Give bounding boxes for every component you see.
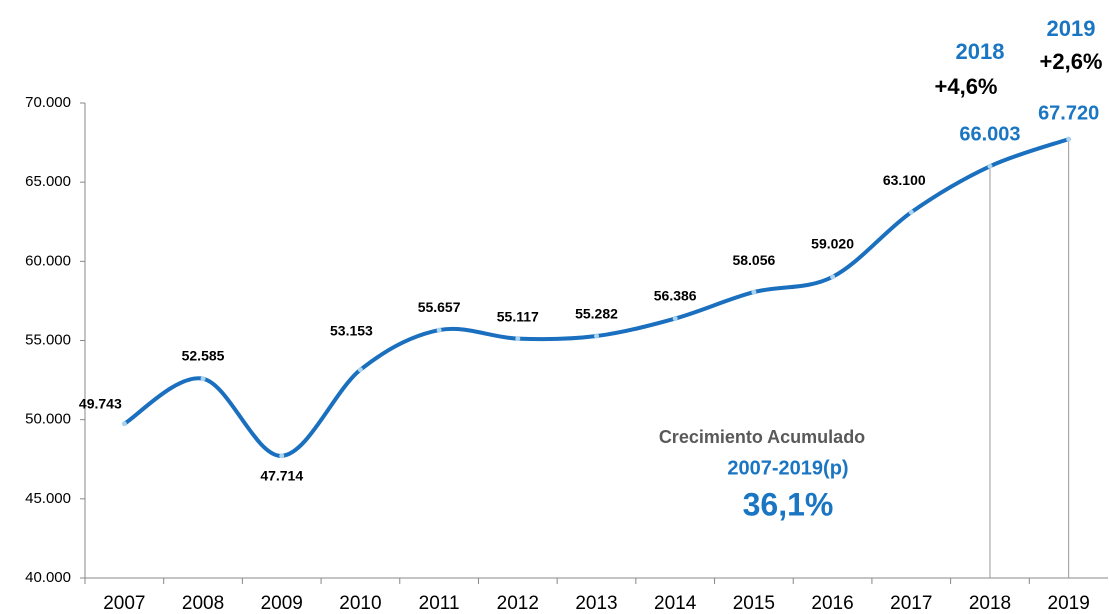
y-tick-label: 45.000 [25,490,71,507]
value-label: 52.585 [182,347,225,363]
x-tick-label: 2016 [811,593,853,614]
y-tick-label: 55.000 [25,331,71,348]
x-tick-label: 2010 [339,593,381,614]
x-tick-label: 2018 [969,593,1011,614]
point [594,333,599,339]
y-tick-label: 65.000 [25,173,71,190]
point [987,163,993,169]
x-tick-label: 2011 [419,593,460,614]
annotation: +4,6% [935,74,998,99]
annotation: 2018 [956,39,1005,64]
x-tick-label: 2013 [575,593,617,614]
value-label: 59.020 [811,236,854,252]
point [672,316,678,322]
value-label: 55.657 [418,299,461,315]
x-tick-label: 2008 [182,593,224,614]
x-tick-label: 2009 [261,593,303,614]
value-label: 66.003 [959,124,1020,146]
x-tick-label: 2012 [497,593,539,614]
point [279,453,285,459]
value-label: 67.720 [1038,102,1099,124]
annotation: Crecimiento Acumulado [659,427,865,447]
y-tick-label: 50.000 [25,411,71,428]
y-tick-label: 60.000 [25,252,71,269]
annotation: 2007-2019(p) [727,457,848,479]
point [436,327,442,333]
value-label: 63.100 [883,172,926,188]
x-tick-label: 2017 [890,593,932,614]
annotation: 2019 [1047,16,1096,41]
value-label: 58.056 [732,252,775,268]
y-tick-label: 40.000 [25,569,71,586]
point [908,209,914,215]
value-label: 49.743 [79,395,122,411]
annotation: 36,1% [743,486,834,522]
value-label: 47.714 [260,468,303,484]
annotation: +2,6% [1040,49,1103,74]
point [121,421,127,427]
point [200,376,206,382]
point [830,274,836,280]
point [357,367,363,373]
value-label: 56.386 [654,287,697,303]
y-tick-label: 70.000 [25,94,71,111]
value-label: 55.282 [575,306,618,322]
point [751,289,757,295]
value-label: 53.153 [330,322,373,338]
line [123,137,1070,458]
x-tick-label: 2015 [733,593,775,614]
point [515,336,521,342]
x-tick-label: 2007 [103,593,145,614]
x-tick-label: 2014 [654,593,697,614]
value-label: 55.117 [497,308,539,324]
point [1066,136,1072,142]
x-tick-label: 2019 [1048,593,1090,614]
